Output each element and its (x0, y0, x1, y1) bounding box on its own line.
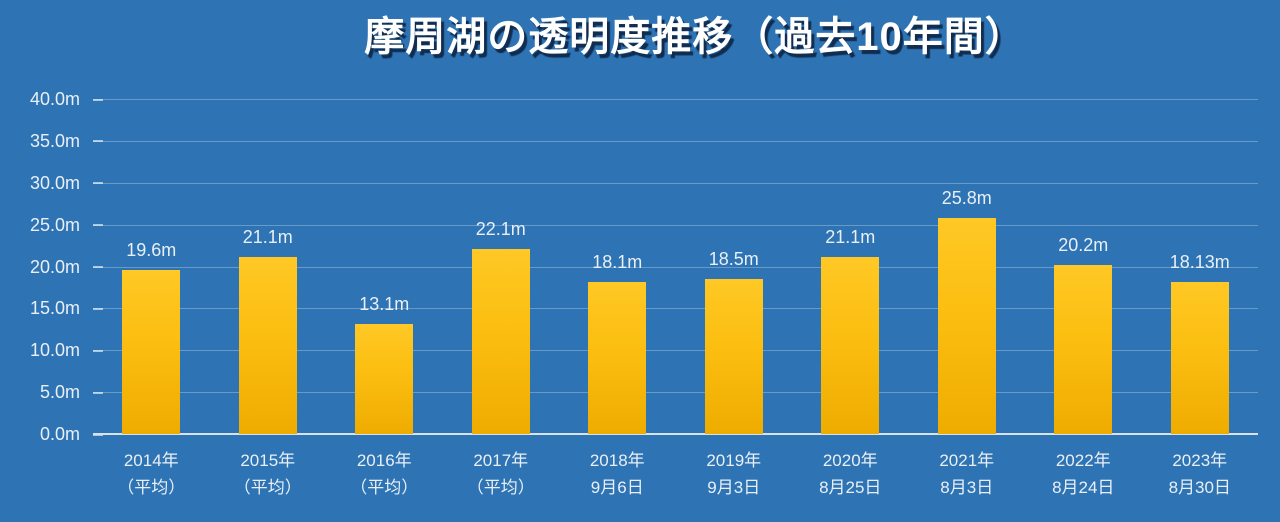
y-tick-label: 5.0m (39, 382, 80, 403)
bar (1054, 264, 1113, 434)
bar-value-label: 18.1m (592, 252, 643, 273)
bar-value-label: 13.1m (359, 294, 410, 315)
x-tick-label: 2017年 （平均） (443, 447, 560, 501)
y-tick-label: 40.0m (29, 89, 80, 109)
x-tick-label-date: 8月30日 (1168, 478, 1231, 497)
gridline (93, 224, 1258, 226)
gridline (93, 182, 1258, 184)
bar-value-label: 19.6m (126, 239, 177, 260)
x-tick-label-year: 2020年 (822, 451, 878, 470)
gridline (93, 99, 1258, 100)
bar-value-label: 18.13m (1169, 252, 1230, 273)
gridline (93, 350, 1258, 352)
bar (238, 257, 297, 434)
bar (355, 324, 414, 434)
gridline (93, 308, 1258, 310)
bar-value-label: 22.1m (475, 218, 526, 239)
y-tick-label: 15.0m (29, 298, 80, 319)
x-tick-label-date: 8月24日 (1052, 478, 1115, 497)
x-tick-label: 2022年 8月24日 (1025, 447, 1142, 501)
y-axis-tick (93, 224, 103, 227)
x-tick-label-year: 2022年 (1055, 451, 1111, 470)
bar-value-label: 21.1m (825, 227, 876, 248)
bar (1170, 282, 1229, 434)
x-tick-label-year: 2016年 (356, 451, 412, 470)
x-tick-label: 2019年 9月3日 (676, 447, 793, 501)
y-tick-label: 35.0m (29, 130, 80, 151)
y-tick-label: 25.0m (29, 214, 80, 235)
x-tick-label-year: 2014年 (123, 451, 179, 470)
bar-value-label: 21.1m (242, 227, 293, 248)
bar (704, 279, 763, 434)
bar-value-label: 25.8m (941, 187, 992, 208)
y-tick-label: 20.0m (29, 256, 80, 277)
x-tick-label-date: 9月3日 (707, 478, 761, 497)
x-tick-label-date: 8月25日 (819, 478, 882, 497)
x-tick-label-date: （平均） (233, 478, 302, 497)
x-tick-label: 2016年 （平均） (326, 447, 443, 501)
x-tick-label-year: 2015年 (240, 451, 296, 470)
bar (937, 217, 996, 434)
x-tick-label-date: 9月6日 (590, 478, 644, 497)
x-tick-label-date: 8月3日 (940, 478, 994, 497)
y-axis-tick (93, 391, 103, 394)
x-tick-label-year: 2018年 (589, 451, 645, 470)
bar (122, 269, 181, 434)
x-tick-label: 2020年 8月25日 (792, 447, 909, 501)
x-tick-label-date: （平均） (466, 478, 535, 497)
bar (471, 248, 530, 434)
y-axis-tick (93, 140, 103, 143)
x-tick-label-date: （平均） (117, 478, 186, 497)
gridline (93, 392, 1258, 394)
y-axis-tick (93, 307, 103, 310)
y-axis-tick (93, 182, 103, 185)
x-tick-label-year: 2023年 (1172, 451, 1228, 470)
x-tick-label: 2021年 8月3日 (909, 447, 1026, 501)
y-tick-label: 30.0m (29, 172, 80, 193)
y-tick-label: 10.0m (29, 340, 80, 361)
bar-value-label: 18.5m (708, 249, 759, 270)
x-tick-label: 2023年 8月30日 (1142, 447, 1259, 501)
x-tick-label: 2014年 （平均） (93, 447, 210, 501)
bar (588, 282, 647, 434)
gridline (93, 266, 1258, 268)
y-axis-tick (93, 98, 103, 101)
x-tick-label-year: 2017年 (473, 451, 529, 470)
chart-title: 摩周湖の透明度推移（過去10年間） (364, 15, 1026, 59)
bar (821, 257, 880, 434)
bar-value-label: 20.2m (1058, 234, 1109, 255)
y-tick-label: 0.0m (39, 424, 80, 444)
x-tick-label-date: （平均） (350, 478, 419, 497)
x-tick-label-year: 2019年 (706, 451, 762, 470)
x-axis-line (93, 433, 1258, 435)
gridline (93, 140, 1258, 142)
x-tick-label: 2018年 9月6日 (559, 447, 676, 501)
x-tick-label-year: 2021年 (939, 451, 995, 470)
y-axis-tick (93, 349, 103, 352)
x-tick-label: 2015年 （平均） (210, 447, 327, 501)
y-axis-tick (93, 266, 103, 268)
